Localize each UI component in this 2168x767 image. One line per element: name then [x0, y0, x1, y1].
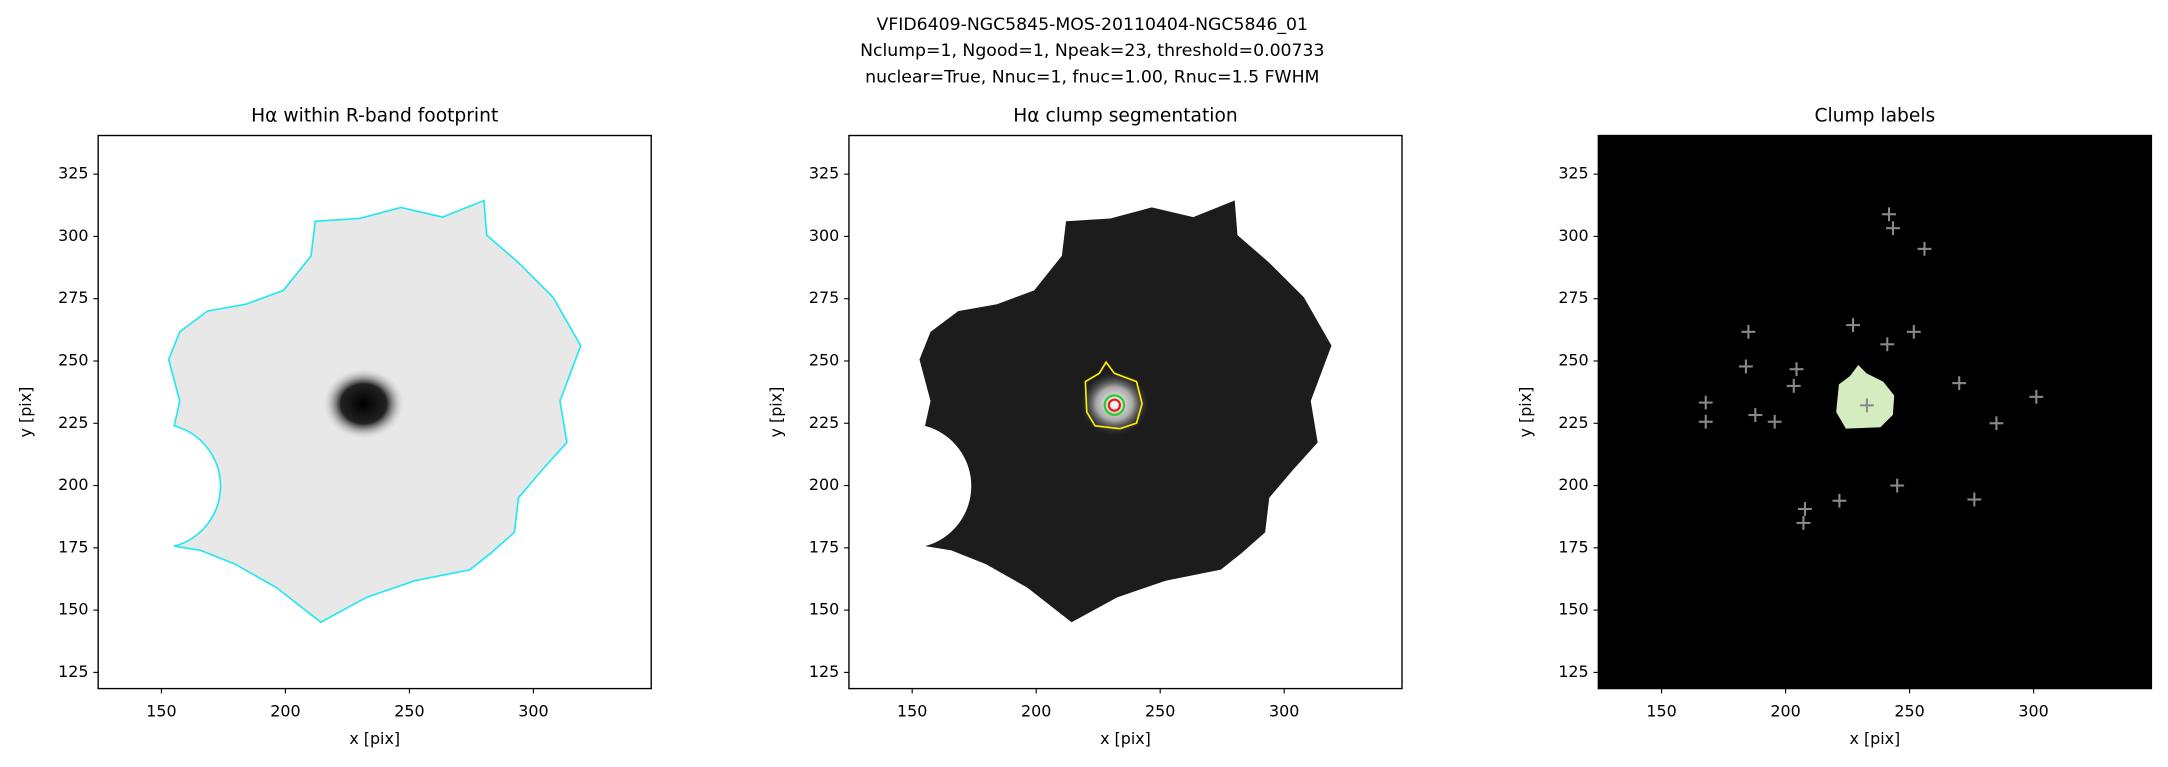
y-tick-label: 200 — [809, 475, 839, 494]
y-tick-label: 250 — [1558, 350, 1588, 369]
peak-marker — [1890, 478, 1905, 493]
peak-marker — [1796, 515, 1811, 530]
x-tick-label: 300 — [518, 702, 548, 721]
panel-title: Clump labels — [1814, 106, 1935, 127]
y-tick-label: 125 — [58, 662, 88, 681]
suptitle: Nclump=1, Ngood=1, Npeak=23, threshold=0… — [860, 41, 1324, 61]
x-tick-label: 150 — [1646, 702, 1676, 721]
x-tick-label: 250 — [1894, 702, 1924, 721]
panel-title: Hα within R-band footprint — [251, 106, 498, 127]
peak-marker — [1738, 359, 1753, 374]
x-tick-label: 200 — [270, 702, 300, 721]
suptitle: VFID6409-NGC5845-MOS-20110404-NGC5846_01 — [877, 15, 1309, 35]
suptitle: nuclear=True, Nnuc=1, fnuc=1.00, Rnuc=1.… — [865, 67, 1319, 87]
y-tick-label: 225 — [58, 413, 88, 432]
panel-title: Hα clump segmentation — [1013, 106, 1237, 127]
peak-marker — [1748, 408, 1763, 422]
peak-marker — [1846, 318, 1860, 333]
peak-marker — [1789, 362, 1804, 377]
y-tick-label: 200 — [58, 475, 88, 494]
x-axis-label: x [pix] — [349, 729, 400, 748]
peak-marker — [1698, 414, 1713, 429]
peak-marker — [1698, 395, 1713, 410]
y-tick-label: 125 — [1558, 662, 1588, 681]
nucleus-circle — [1107, 398, 1121, 412]
y-tick-label: 275 — [809, 288, 839, 307]
axes-frame — [1597, 134, 2153, 690]
x-axis-label: x [pix] — [1849, 729, 1900, 748]
image-panel-1 — [167, 199, 582, 624]
y-tick-label: 175 — [1558, 537, 1588, 556]
x-tick-label: 250 — [394, 702, 424, 721]
y-tick-label: 150 — [58, 600, 88, 619]
peak-marker — [1989, 416, 2004, 431]
y-axis-label: y [pix] — [767, 387, 786, 438]
y-tick-label: 325 — [58, 164, 88, 183]
y-tick-label: 225 — [809, 413, 839, 432]
axes-frame — [97, 134, 652, 690]
y-tick-label: 150 — [1558, 600, 1588, 619]
peak-marker — [1886, 221, 1900, 236]
peak-marker — [1906, 324, 1921, 339]
y-tick-label: 300 — [1558, 226, 1588, 245]
y-tick-label: 300 — [58, 226, 88, 245]
peak-marker — [1798, 502, 1812, 516]
core — [322, 367, 406, 440]
clump-contour — [1084, 360, 1143, 430]
y-tick-label: 150 — [809, 600, 839, 619]
y-tick-label: 325 — [809, 164, 839, 183]
peak-marker — [1741, 324, 1756, 339]
x-tick-label: 150 — [897, 702, 927, 721]
peak-marker — [1832, 493, 1847, 508]
x-tick-label: 300 — [2018, 702, 2048, 721]
y-tick-label: 175 — [809, 537, 839, 556]
peak-marker — [1882, 207, 1896, 222]
y-tick-label: 175 — [58, 537, 88, 556]
nucleus-circle — [1103, 394, 1126, 416]
peak-marker — [1786, 378, 1801, 393]
x-tick-label: 150 — [146, 702, 176, 721]
y-tick-label: 200 — [1558, 475, 1588, 494]
y-axis-label: y [pix] — [1516, 387, 1535, 438]
x-tick-label: 250 — [1145, 702, 1175, 721]
core — [1078, 370, 1151, 437]
y-tick-label: 275 — [1558, 288, 1588, 307]
x-tick-label: 200 — [1770, 702, 1800, 721]
y-tick-label: 300 — [809, 226, 839, 245]
clump-label — [1836, 365, 1895, 429]
y-tick-label: 125 — [809, 662, 839, 681]
image-panel-3 — [1598, 135, 2152, 689]
y-tick-label: 325 — [1558, 164, 1588, 183]
peak-marker — [1917, 241, 1932, 256]
peak-marker — [1967, 492, 1982, 507]
y-tick-label: 225 — [1558, 413, 1588, 432]
y-tick-label: 250 — [809, 350, 839, 369]
axes-frame — [848, 134, 1403, 690]
x-tick-label: 300 — [1269, 702, 1299, 721]
x-axis-label: x [pix] — [1100, 729, 1151, 748]
y-tick-label: 250 — [58, 350, 88, 369]
peak-marker — [1767, 414, 1782, 429]
peak-marker — [1952, 376, 1967, 391]
peak-marker — [2029, 389, 2044, 404]
y-tick-label: 275 — [58, 288, 88, 307]
x-tick-label: 200 — [1021, 702, 1051, 721]
image-panel-2 — [919, 200, 1332, 623]
peak-marker — [1860, 398, 1874, 413]
peak-marker — [1880, 337, 1895, 352]
y-axis-label: y [pix] — [16, 387, 35, 438]
